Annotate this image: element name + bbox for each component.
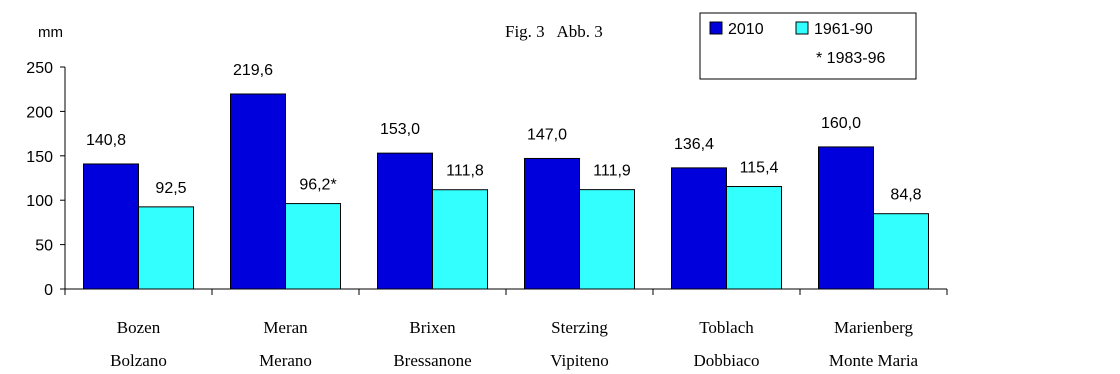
category-label-line1: Marienberg: [834, 318, 913, 337]
data-label-1961-90-2: 111,8: [446, 163, 484, 180]
data-label-2010-3: 147,0: [527, 126, 567, 143]
data-label-2010-2: 153,0: [380, 121, 420, 138]
y-tick-label: 150: [26, 149, 53, 166]
bar-2010-2: [377, 152, 433, 290]
bar-2010-0: [83, 163, 139, 290]
category-label-line1: Toblach: [699, 318, 754, 337]
bar-2010-4: [671, 167, 727, 290]
data-label-1961-90-4: 115,4: [740, 160, 779, 177]
legend: 2010 1961-90 * 1983-96: [699, 12, 917, 80]
bar-2010-5: [818, 146, 874, 290]
y-tick-label: 200: [26, 104, 53, 121]
y-axis-unit-label: mm: [38, 24, 63, 41]
data-label-2010-5: 160,0: [821, 115, 861, 132]
category-labels-layer: Bozen Bolzano Meran Merano Brixen Bressanone S…: [110, 318, 918, 370]
category-label-line1: Brixen: [409, 318, 456, 337]
bar-1961-90-2: [432, 189, 488, 290]
y-tick-label: 100: [26, 193, 53, 210]
data-label-1961-90-5: 84,8: [890, 187, 921, 204]
category-label-line2: Monte Maria: [829, 351, 919, 370]
category-label-line2: Vipiteno: [550, 351, 608, 370]
data-label-1961-90-1: 96,2*: [299, 177, 336, 194]
category-label-line2: Bolzano: [110, 351, 167, 370]
data-label-1961-90-3: 111,9: [593, 163, 631, 180]
bar-2010-1: [230, 93, 286, 290]
bar-1961-90-1: [285, 203, 341, 290]
data-label-2010-1: 219,6: [233, 62, 273, 79]
data-labels-layer: 140,8 92,5 219,6 96,2* 153,0 111,8 147,0 111,9 1…: [86, 62, 922, 204]
data-label-1961-90-0: 92,5: [155, 180, 186, 197]
category-label-line1: Bozen: [117, 318, 161, 337]
legend-label-1961-90: 1961-90: [814, 21, 873, 38]
category-label-line1: Meran: [263, 318, 308, 337]
category-label-line2: Bressanone: [393, 351, 471, 370]
legend-swatch-2010: [709, 21, 723, 35]
bar-1961-90-5: [873, 213, 929, 290]
category-label-line1: Sterzing: [551, 318, 608, 337]
y-tick-label: 0: [44, 282, 53, 299]
bars-layer: [83, 93, 929, 290]
category-label-line2: Dobbiaco: [693, 351, 759, 370]
legend-label-2010: 2010: [728, 21, 764, 38]
bar-2010-3: [524, 157, 580, 290]
legend-swatch-1961-90: [795, 21, 809, 35]
y-tick-label: 250: [26, 60, 53, 77]
legend-note: * 1983-96: [816, 50, 885, 67]
category-label-line2: Merano: [259, 351, 312, 370]
data-label-2010-4: 136,4: [674, 136, 714, 153]
figure-label: Fig. 3 Abb. 3: [505, 22, 603, 41]
bar-1961-90-3: [579, 189, 635, 290]
data-label-2010-0: 140,8: [86, 132, 126, 149]
axes-layer: 0 50 100 150 200 250: [26, 60, 948, 299]
bar-1961-90-4: [726, 186, 782, 290]
y-tick-label: 50: [35, 238, 53, 255]
bar-1961-90-0: [138, 206, 194, 290]
